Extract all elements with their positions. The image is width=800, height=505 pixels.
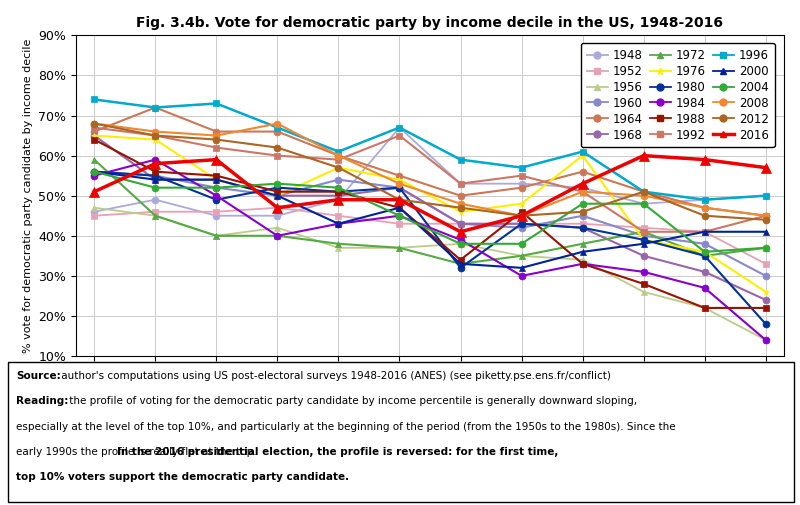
Y-axis label: % vote for democratic party candidate by income decile: % vote for democratic party candidate by… bbox=[22, 38, 33, 353]
Text: In the 2016 presidential election, the profile is reversed: for the first time,: In the 2016 presidential election, the p… bbox=[117, 447, 558, 457]
Title: Fig. 3.4b. Vote for democratic party by income decile in the US, 1948-2016: Fig. 3.4b. Vote for democratic party by … bbox=[137, 16, 723, 30]
Text: Source:: Source: bbox=[16, 371, 61, 381]
Text: Reading:: Reading: bbox=[16, 396, 68, 407]
Text: top 10% voters support the democratic party candidate.: top 10% voters support the democratic pa… bbox=[16, 472, 349, 482]
Text: especially at the level of the top 10%, and particularly at the beginning of the: especially at the level of the top 10%, … bbox=[16, 422, 676, 432]
Text: author's computations using US post-electoral surveys 1948-2016 (ANES) (see pike: author's computations using US post-elec… bbox=[58, 371, 610, 381]
Legend: 1948, 1952, 1956, 1960, 1964, 1968, 1972, 1976, 1980, 1984, 1988, 1992, 1996, 20: 1948, 1952, 1956, 1960, 1964, 1968, 1972… bbox=[581, 43, 774, 147]
Text: the profile of voting for the democratic party candidate by income percentile is: the profile of voting for the democratic… bbox=[66, 396, 637, 407]
Text: early 1990s the profile is really flat at the top.: early 1990s the profile is really flat a… bbox=[16, 447, 260, 457]
